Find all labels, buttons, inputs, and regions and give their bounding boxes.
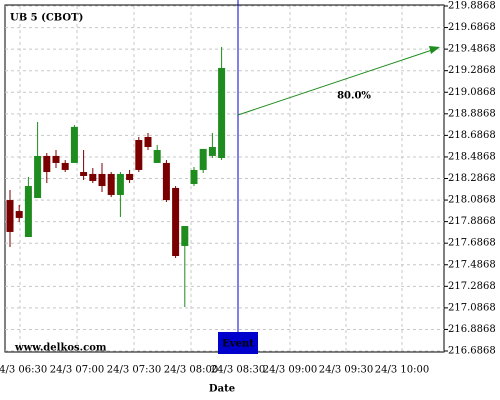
candle-body [80,172,88,176]
x-tick-label: 24/3 08:00 [164,365,218,376]
x-tick-label: 24/3 07:30 [107,365,161,376]
y-tick-label: 219.0868 [448,87,496,98]
candle-body [98,173,106,187]
arrow-head [429,46,440,54]
candle-body [43,155,51,173]
candle-body [218,67,226,158]
x-tick-label: 24/3 06:30 [0,365,47,376]
y-tick-label: 217.6868 [448,238,496,249]
candle-body [162,162,170,201]
y-tick-label: 217.4868 [448,259,496,270]
candle-body [24,186,32,238]
candle-body [172,187,180,256]
candle-body [144,136,152,147]
candle-body [116,173,124,195]
y-tick-label: 219.8868 [448,1,496,12]
candle-body [208,146,216,156]
candle-body [70,126,78,163]
candle-body [190,169,198,184]
y-tick-label: 217.8868 [448,216,496,227]
y-tick-label: 218.6868 [448,130,496,141]
candle-body [52,155,60,163]
candle-body [153,150,161,163]
y-tick-label: 217.0868 [448,302,496,313]
y-tick-label: 217.2868 [448,281,496,292]
y-tick-label: 218.8868 [448,108,496,119]
candle-body [89,173,97,181]
candle-body [15,211,23,218]
candle-body [126,173,134,180]
x-tick-label: 24/3 08:30 [211,365,265,376]
candle-body [107,173,115,195]
y-tick-label: 216.8868 [448,324,496,335]
candle-body [199,148,207,170]
x-tick-label: 24/3 09:00 [263,365,317,376]
event-box [218,332,258,354]
y-tick-label: 216.6868 [448,346,496,357]
candle-body [6,200,14,232]
y-tick-label: 218.2868 [448,173,496,184]
watermark: www.delkos.com [14,343,107,354]
y-tick-label: 219.6868 [448,22,496,33]
annotation: 80.0% [337,91,371,102]
x-tick-label: 24/3 07:00 [50,365,104,376]
x-tick-label: 24/3 09:30 [319,365,373,376]
y-tick-label: 219.2868 [448,65,496,76]
x-tick-label: 24/3 10:00 [375,365,429,376]
y-tick-label: 218.0868 [448,195,496,206]
candle-body [181,226,189,246]
event-label: Event [222,339,254,350]
y-tick-label: 219.4868 [448,44,496,55]
chart-title: UB 5 (CBOT) [10,13,83,24]
forecast-arrow [237,47,439,116]
x-axis-label: Date [209,384,235,395]
y-tick-label: 218.4868 [448,151,496,162]
candle-body [61,162,69,170]
candle-body [135,139,143,170]
candle-body [34,155,42,198]
